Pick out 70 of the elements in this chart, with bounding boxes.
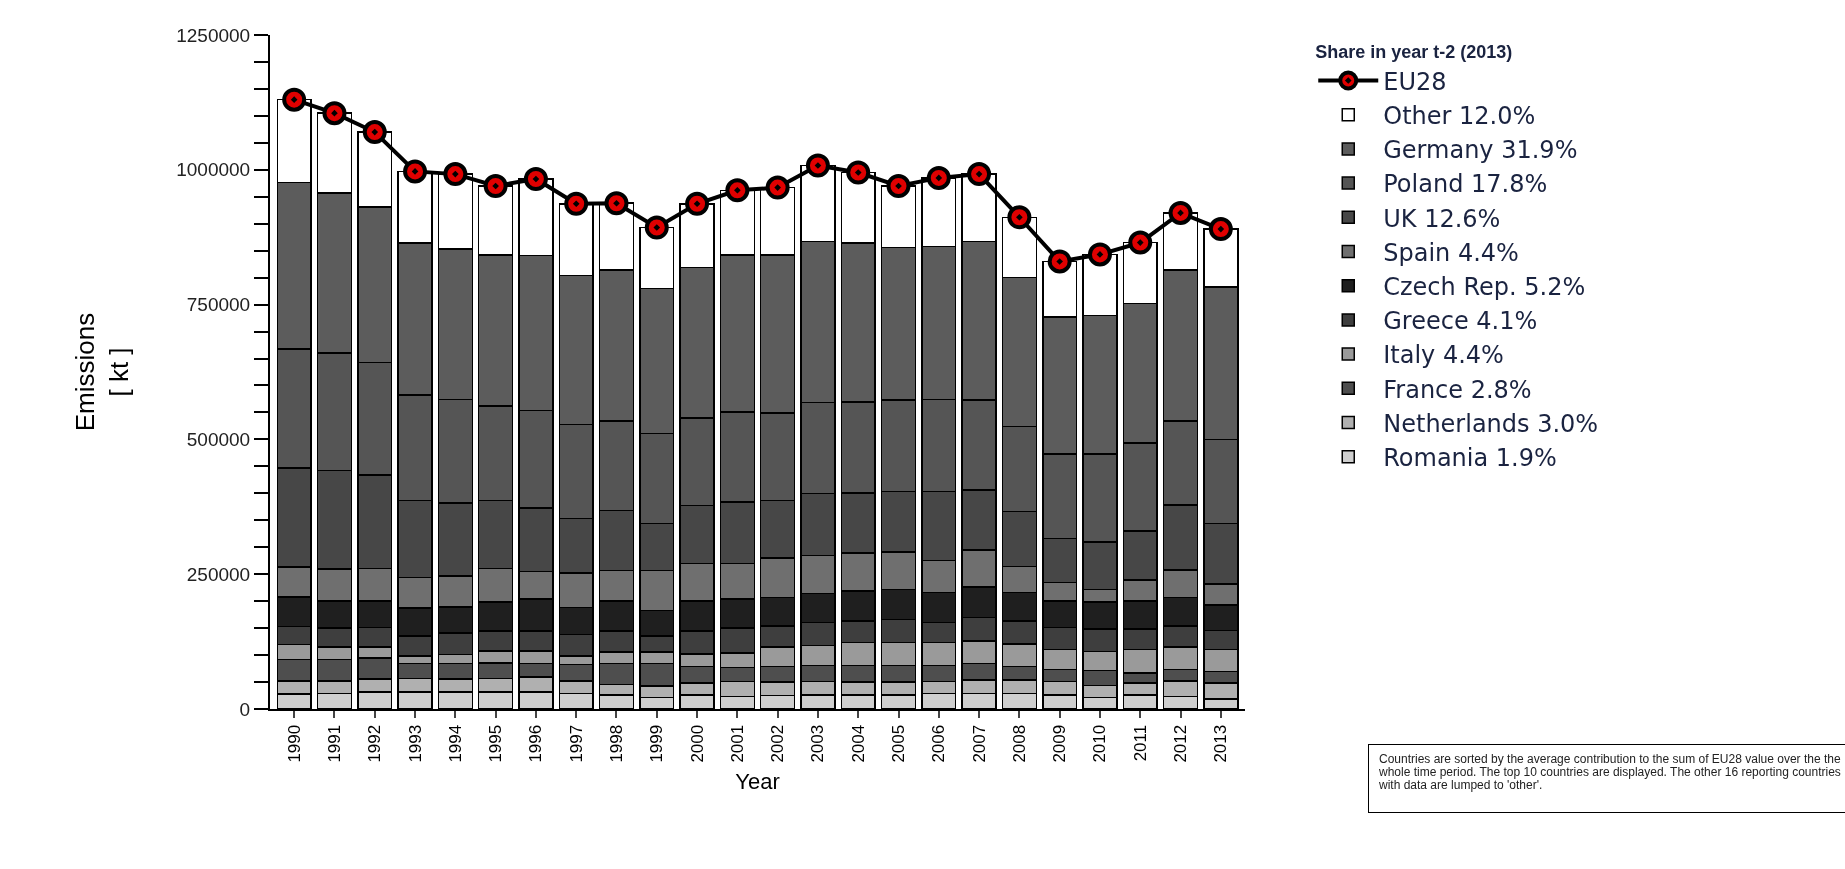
x-tick-label: 1992 xyxy=(365,724,385,763)
point xyxy=(1007,205,1032,230)
point xyxy=(443,162,468,187)
point xyxy=(765,175,790,200)
point xyxy=(1128,230,1153,255)
x-tick-label: 1996 xyxy=(526,724,546,763)
legend-label: UK 12.6% xyxy=(1383,204,1501,233)
y-axis-title: Emissions [ kt ] xyxy=(70,312,135,432)
point xyxy=(282,87,307,112)
x-tick-label: 1991 xyxy=(324,724,344,763)
x-tick-label: 2010 xyxy=(1090,724,1110,763)
legend-label: Netherlands 3.0% xyxy=(1383,409,1599,438)
x-tick-label: 1997 xyxy=(566,724,586,763)
x-tick-label: 2003 xyxy=(808,724,828,763)
y-tick-label: 250000 xyxy=(186,563,251,585)
y-tick-label: 750000 xyxy=(186,294,251,316)
legend-label: Greece 4.1% xyxy=(1383,307,1538,336)
point xyxy=(523,166,548,191)
point xyxy=(1047,249,1072,274)
x-tick-label: 2008 xyxy=(1009,724,1029,763)
legend-label: Germany 31.9% xyxy=(1383,136,1578,165)
point xyxy=(1168,200,1193,225)
x-tick-label: 2006 xyxy=(929,724,949,763)
point xyxy=(604,191,629,216)
point xyxy=(1208,217,1233,242)
x-tick-label: 2007 xyxy=(969,724,989,763)
legend-label: Czech Rep. 5.2% xyxy=(1383,273,1586,302)
x-tick-label: 2013 xyxy=(1211,724,1231,763)
x-tick-label: 1994 xyxy=(445,724,465,763)
x-tick-label: 2001 xyxy=(727,724,747,763)
point xyxy=(483,173,508,198)
point xyxy=(644,215,669,240)
point xyxy=(403,159,428,184)
point xyxy=(564,191,589,216)
point xyxy=(926,165,951,190)
y-tick-label: 0 xyxy=(239,698,251,720)
point xyxy=(362,120,387,145)
y-tick-label: 1250000 xyxy=(176,24,251,46)
x-tick-label: 2012 xyxy=(1171,724,1191,763)
x-tick-label: 2005 xyxy=(889,724,909,763)
legend-label: Italy 4.4% xyxy=(1383,341,1504,370)
y-tick-label: 1000000 xyxy=(176,159,251,181)
x-tick-label: 1993 xyxy=(405,724,425,763)
x-tick-label: 2000 xyxy=(687,724,707,763)
legend-label: France 2.8% xyxy=(1383,375,1532,404)
legend-label: EU28 xyxy=(1383,67,1447,96)
x-tick-label: 2004 xyxy=(848,724,868,763)
x-tick-label: 1999 xyxy=(647,724,667,763)
x-tick-label: 2002 xyxy=(768,724,788,763)
legend-label: Other 12.0% xyxy=(1383,102,1536,131)
x-tick-label: 1990 xyxy=(284,724,304,763)
text: Countries are sorted by the average contribution to the sum of EU28 value over the the whole time period. The top 10 countries are displayed. The other 16 reporting countries with data are lumped to 'other'. xyxy=(1368,744,1845,813)
point xyxy=(886,173,911,198)
x-tick-label: 1998 xyxy=(607,724,627,763)
legend-label: Poland 17.8% xyxy=(1383,170,1548,199)
legend-label: Romania 1.9% xyxy=(1383,444,1557,473)
point xyxy=(1087,242,1112,267)
x-tick-label: 2009 xyxy=(1050,724,1070,763)
x-axis-title: Year xyxy=(735,769,780,795)
point xyxy=(685,191,710,216)
x-tick-label: 1995 xyxy=(486,724,506,763)
legend-label: Spain 4.4% xyxy=(1383,238,1519,267)
y-tick-label: 500000 xyxy=(186,429,251,451)
point xyxy=(846,160,871,185)
point xyxy=(725,178,750,203)
point xyxy=(805,153,830,178)
legend-title: Share in year t-2 (2013) xyxy=(1315,42,1513,63)
x-tick-label: 2011 xyxy=(1130,724,1150,762)
point xyxy=(967,162,992,187)
point xyxy=(322,101,347,126)
